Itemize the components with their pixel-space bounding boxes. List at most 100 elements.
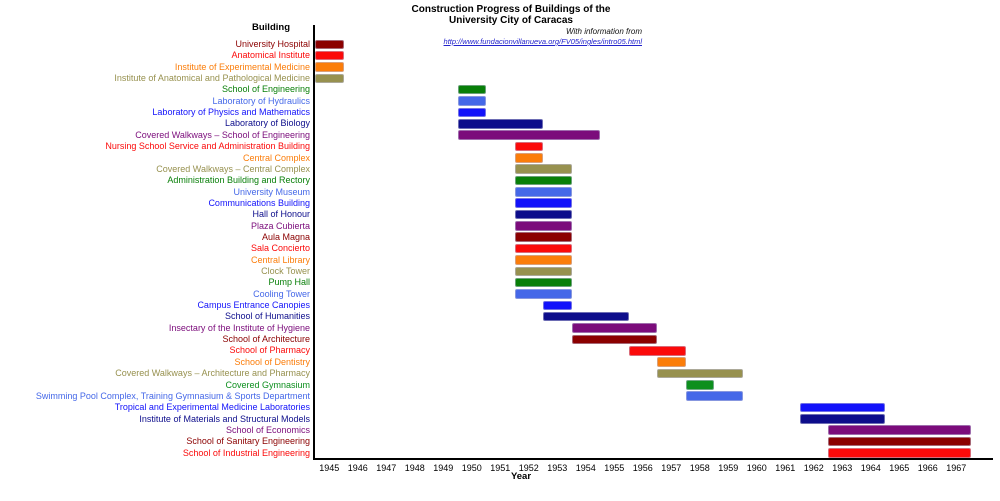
building-label: School of Economics [225, 424, 310, 435]
x-tick-label: 1949 [433, 463, 454, 473]
construction-bar [571, 323, 657, 333]
chart-title-line-2: University City of Caracas [449, 15, 573, 26]
x-tick-label: 1964 [860, 463, 881, 473]
building-label: Laboratory of Hydraulics [212, 95, 310, 106]
building-label: Swimming Pool Complex, Training Gymnasiu… [35, 390, 310, 401]
building-label: Covered Walkways – Architecture and Phar… [115, 368, 310, 379]
building-label: School of Humanities [224, 311, 310, 322]
building-label: Central Complex [242, 152, 310, 163]
construction-bar [828, 436, 971, 447]
construction-bar [828, 425, 971, 435]
building-label: Tropical and Experimental Medicine Labor… [114, 402, 310, 413]
construction-bar [514, 187, 572, 197]
building-label: Institute of Experimental Medicine [174, 61, 310, 72]
construction-bar [799, 414, 885, 424]
x-tick-label: 1958 [689, 463, 710, 473]
building-label: Hall of Honour [252, 209, 310, 220]
x-tick-label: 1965 [889, 463, 910, 473]
building-label: School of Engineering [221, 84, 310, 95]
x-tick-label: 1955 [604, 463, 625, 473]
construction-bar [315, 73, 344, 84]
construction-bar [457, 118, 543, 129]
construction-bar [315, 50, 344, 61]
construction-bar [315, 39, 344, 50]
construction-bar [657, 368, 743, 379]
x-tick-label: 1945 [319, 463, 340, 473]
construction-bar [514, 289, 572, 299]
building-label: School of Industrial Engineering [182, 447, 310, 458]
building-label: School of Dentistry [234, 356, 310, 367]
building-label: Campus Entrance Canopies [197, 300, 310, 311]
construction-bar [543, 311, 629, 322]
construction-bar [799, 402, 885, 413]
building-label: Covered Walkways – School of Engineering [135, 129, 310, 140]
building-label: Communications Building [208, 197, 310, 208]
source-link[interactable]: http://www.fundacionvillanueva.org/FV05/… [443, 37, 642, 46]
chart-title-line-1: Construction Progress of Buildings of th… [411, 4, 611, 15]
y-axis-header-building: Building [252, 22, 290, 33]
x-tick-label: 1961 [775, 463, 796, 473]
construction-bar [657, 357, 686, 367]
building-label: Anatomical Institute [231, 50, 310, 61]
building-label: Clock Tower [261, 266, 310, 276]
y-axis-line [313, 25, 315, 460]
building-label: Laboratory of Biology [224, 118, 310, 129]
construction-bar [685, 391, 743, 401]
x-tick-label: 1948 [404, 463, 425, 473]
x-tick-label: 1967 [946, 463, 967, 473]
building-label: Pump Hall [268, 277, 310, 288]
construction-bar [457, 84, 486, 95]
building-label: Plaza Cubierta [250, 220, 310, 231]
construction-bar [514, 164, 572, 174]
building-label: Insectary of the Institute of Hygiene [168, 322, 310, 333]
construction-bar [514, 266, 572, 277]
construction-bar [514, 243, 572, 254]
building-label: School of Architecture [222, 334, 310, 345]
construction-bar [514, 175, 572, 186]
building-label: Sala Concierto [250, 243, 310, 254]
x-tick-label: 1954 [575, 463, 596, 473]
construction-bar [514, 232, 572, 243]
x-tick-label: 1960 [746, 463, 767, 473]
x-tick-label: 1947 [376, 463, 397, 473]
construction-bar [457, 96, 486, 106]
construction-bar [514, 153, 543, 163]
construction-bar [828, 448, 971, 458]
x-tick-label: 1959 [718, 463, 739, 473]
building-label: Nursing School Service and Administratio… [105, 141, 310, 152]
construction-bar [685, 380, 714, 390]
building-label: Aula Magna [261, 231, 310, 242]
x-tick-label: 1951 [490, 463, 511, 473]
x-tick-label: 1956 [632, 463, 653, 473]
x-tick-label: 1966 [917, 463, 938, 473]
construction-bar [315, 62, 344, 72]
chart-subtitle: With information from [566, 27, 642, 36]
construction-bar [514, 198, 572, 208]
title-block: Construction Progress of Buildings of th… [380, 4, 642, 46]
construction-bar [571, 334, 657, 345]
building-label: Institute of Materials and Structural Mo… [139, 413, 310, 424]
building-label: Administration Building and Rectory [167, 175, 310, 186]
x-axis-label-year: Year [510, 471, 532, 482]
building-label: Institute of Anatomical and Pathological… [114, 73, 310, 84]
construction-bar [514, 255, 572, 265]
x-tick-label: 1953 [547, 463, 568, 473]
building-label: Covered Walkways – Central Complex [156, 163, 310, 174]
construction-bar [514, 209, 572, 220]
building-label: Cooling Tower [253, 288, 310, 299]
construction-bar [514, 277, 572, 288]
building-label: University Hospital [235, 39, 310, 49]
x-tick-label: 1957 [661, 463, 682, 473]
building-label: School of Sanitary Engineering [186, 436, 310, 447]
construction-bar [514, 141, 543, 152]
building-label: School of Pharmacy [229, 345, 310, 356]
x-tick-label: 1963 [832, 463, 853, 473]
building-label: Central Library [250, 254, 310, 265]
x-tick-label: 1962 [803, 463, 824, 473]
building-label: Laboratory of Physics and Mathematics [152, 107, 310, 118]
x-tick-label: 1946 [347, 463, 368, 473]
building-label: University Museum [233, 186, 310, 197]
x-tick-label: 1952 [518, 463, 539, 473]
construction-bar [514, 221, 572, 231]
